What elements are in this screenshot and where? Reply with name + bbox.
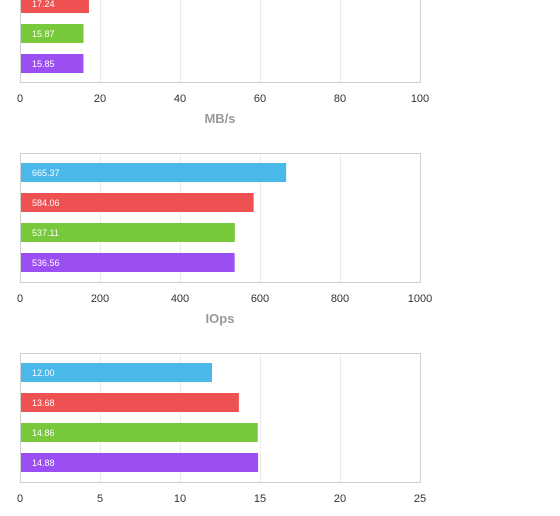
x-axis-title: MB/s: [204, 111, 235, 126]
x-tick-label: 0: [17, 293, 23, 305]
x-tick-label: 200: [91, 293, 109, 305]
chart-panel-1: 17.24 15.87 15.85 0 20 40 60 80 100 MB/s: [17, 0, 429, 126]
x-tick-label: 0: [17, 93, 23, 105]
x-tick-label: 100: [411, 93, 429, 105]
bar-value-label: 14.86: [32, 428, 55, 438]
bar: [21, 423, 258, 442]
x-tick-label: 20: [334, 493, 346, 505]
bar-value-label: 665.37: [32, 168, 60, 178]
x-tick-label: 0: [17, 493, 23, 505]
bar: [21, 363, 212, 382]
bar-value-label: 13.68: [32, 398, 55, 408]
bar-value-label: 536.56: [32, 258, 60, 268]
bar-value-label: 584.06: [32, 198, 60, 208]
x-tick-label: 400: [171, 293, 189, 305]
bar-value-label: 12.00: [32, 368, 55, 378]
bar: [21, 253, 235, 272]
x-tick-label: 25: [414, 493, 426, 505]
x-tick-label: 20: [94, 93, 106, 105]
bar: [21, 453, 259, 472]
x-tick-label: 80: [334, 93, 346, 105]
x-tick-label: 1000: [408, 293, 432, 305]
bar: [21, 163, 287, 182]
bar: [21, 54, 84, 73]
x-tick-label: 5: [97, 493, 103, 505]
x-tick-label: 10: [174, 493, 186, 505]
x-tick-label: 60: [254, 93, 266, 105]
bar: [21, 24, 84, 43]
x-axis-title: IOps: [206, 311, 235, 326]
bar: [21, 0, 89, 13]
bar-value-label: 15.85: [32, 59, 55, 69]
bar-value-label: 14.88: [32, 458, 55, 468]
bar: [21, 193, 254, 212]
bar-value-label: 15.87: [32, 29, 55, 39]
x-tick-label: 600: [251, 293, 269, 305]
chart-panel-2: 665.37 584.06 537.11 536.56 0 200 400 600 800 100…: [17, 153, 432, 326]
chart-panel-3: 12.00 13.68 14.86 14.88 0 5 10 15 20 25: [17, 353, 426, 505]
x-tick-label: 800: [331, 293, 349, 305]
bar-value-label: 17.24: [32, 0, 55, 9]
plot-frame: [20, 0, 421, 83]
bar: [21, 393, 239, 412]
bar: [21, 223, 235, 242]
bar-value-label: 537.11: [32, 228, 59, 238]
x-tick-label: 40: [174, 93, 186, 105]
x-tick-label: 15: [254, 493, 266, 505]
